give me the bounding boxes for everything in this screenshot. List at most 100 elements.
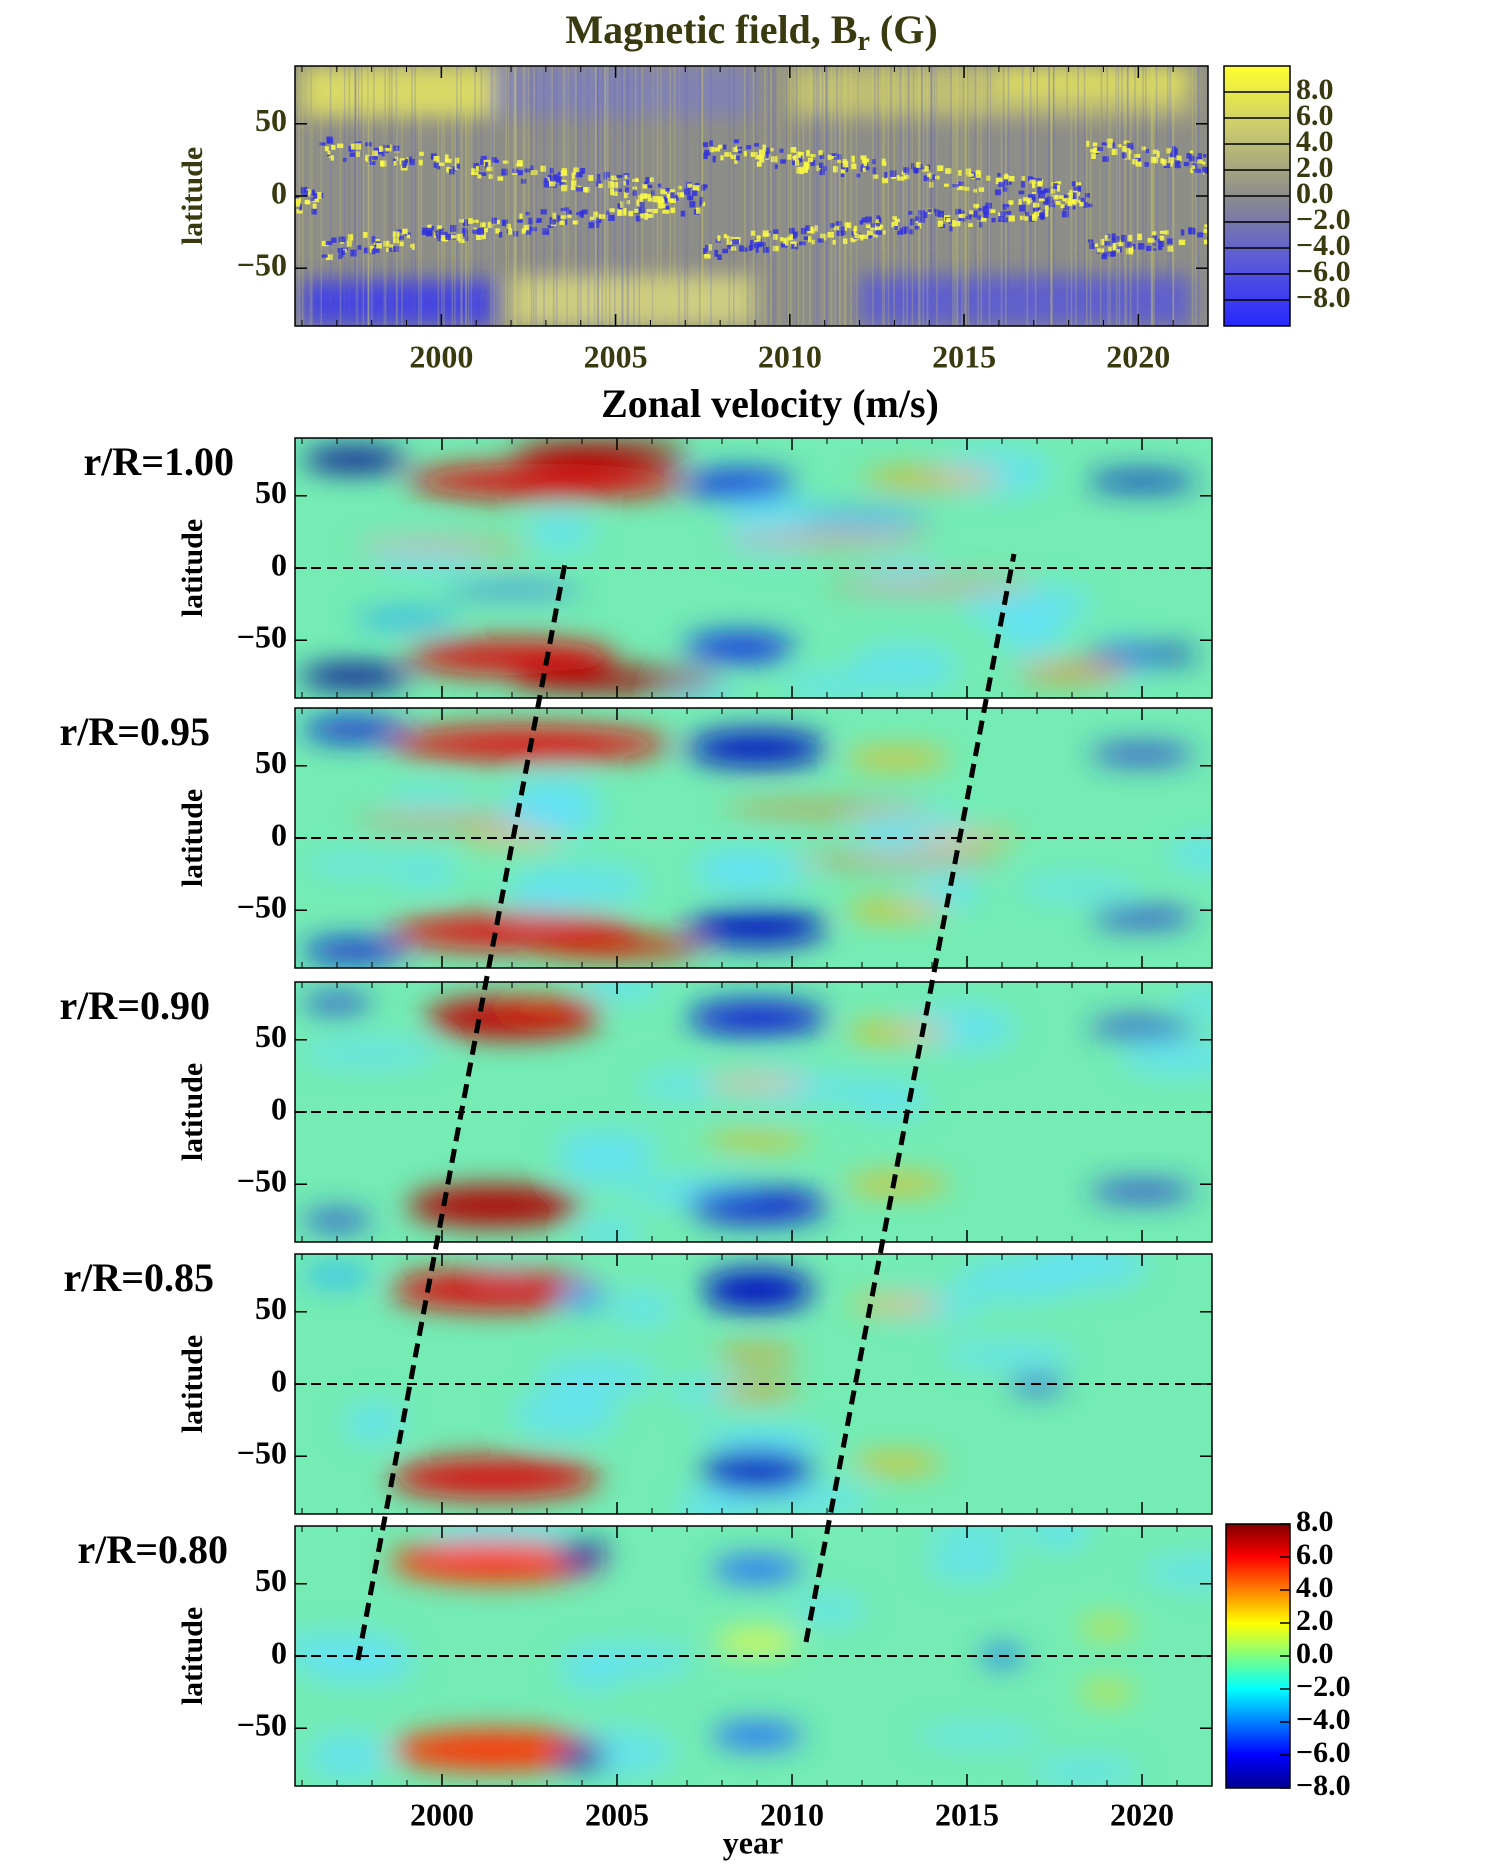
heatmap-speckle xyxy=(1132,158,1138,165)
heatmap-streak xyxy=(1083,66,1086,326)
heatmap-streak xyxy=(1115,66,1118,326)
heatmap-blob xyxy=(442,585,582,595)
heatmap-speckle xyxy=(560,179,567,184)
heatmap-speckle xyxy=(306,189,312,195)
heatmap-speckle xyxy=(483,227,488,233)
heatmap-speckle xyxy=(658,201,664,209)
heatmap-streak xyxy=(522,66,525,326)
heatmap-streak xyxy=(893,66,896,326)
heatmap-speckle xyxy=(798,155,803,163)
heatmap-speckle xyxy=(704,149,711,156)
heatmap-blob xyxy=(1086,472,1198,491)
heatmap-speckle xyxy=(1126,248,1134,255)
heatmap-streak xyxy=(490,66,492,326)
heatmap-speckle xyxy=(786,236,792,241)
heatmap-speckle xyxy=(1124,152,1131,160)
heatmap-speckle xyxy=(918,210,925,216)
heatmap-speckle xyxy=(1183,161,1190,167)
heatmap-speckle xyxy=(837,159,841,164)
panel-label: r/R=0.85 xyxy=(63,1255,214,1300)
heatmap-speckle xyxy=(1050,188,1056,194)
heatmap-speckle xyxy=(722,248,729,254)
heatmap-speckle xyxy=(1092,142,1098,147)
heatmap-speckle xyxy=(389,244,394,251)
heatmap-speckle xyxy=(621,210,627,216)
heatmap-blob xyxy=(676,1484,765,1514)
heatmap-speckle xyxy=(436,166,441,170)
heatmap-streak xyxy=(1115,66,1118,326)
heatmap-speckle xyxy=(754,155,762,160)
heatmap-speckle xyxy=(991,217,996,223)
heatmap-streak xyxy=(388,66,391,326)
heatmap-blob xyxy=(1089,908,1195,927)
heatmap-blob xyxy=(715,1632,799,1651)
heatmap-speckle xyxy=(497,176,504,181)
heatmap-streak xyxy=(491,66,494,326)
heatmap-speckle xyxy=(1034,212,1038,217)
heatmap-streak xyxy=(354,66,357,326)
heatmap-speckle xyxy=(433,162,440,168)
heatmap-speckle xyxy=(808,236,812,243)
heatmap-speckle xyxy=(1159,235,1165,241)
heatmap-speckle xyxy=(512,231,519,237)
heatmap-streak xyxy=(443,66,445,326)
heatmap-speckle xyxy=(448,168,455,175)
heatmap-streak xyxy=(348,66,351,326)
heatmap-speckle xyxy=(1028,215,1035,222)
heatmap-speckle xyxy=(512,168,519,174)
heatmap-speckle xyxy=(559,220,565,225)
heatmap-streak xyxy=(551,66,553,326)
heatmap-streak xyxy=(802,66,805,326)
heatmap-speckle xyxy=(1170,152,1176,158)
trend-line xyxy=(803,553,1017,1643)
heatmap-speckle xyxy=(994,189,1002,196)
heatmap-speckle xyxy=(464,236,469,241)
heatmap-blob xyxy=(1033,1254,1148,1290)
heatmap-field xyxy=(298,440,1198,698)
heatmap-speckle xyxy=(437,225,442,229)
heatmap-speckle xyxy=(506,223,511,229)
heatmap-blob xyxy=(760,1483,870,1514)
heatmap-blob xyxy=(781,672,873,698)
heatmap-speckle xyxy=(1162,159,1167,166)
y-tick-label: 0 xyxy=(271,816,287,852)
heatmap-blob xyxy=(711,1723,803,1747)
heatmap-speckle xyxy=(984,205,988,210)
heatmap-speckle xyxy=(1037,185,1042,193)
chart-title: Zonal velocity (m/s) xyxy=(601,381,939,426)
heatmap-speckle xyxy=(1077,185,1082,192)
heatmap-blob xyxy=(302,1267,372,1285)
heatmap-streak xyxy=(743,66,746,326)
heatmap-streak xyxy=(728,66,731,326)
heatmap-speckle xyxy=(765,151,769,159)
heatmap-speckle xyxy=(929,182,934,188)
heatmap-speckle xyxy=(759,155,765,163)
heatmap-blob xyxy=(302,939,407,963)
heatmap-streak xyxy=(669,66,672,326)
heatmap-speckle xyxy=(1145,148,1149,154)
x-tick-label: 2020 xyxy=(1106,338,1170,374)
heatmap-speckle xyxy=(1093,147,1100,153)
heatmap-streak xyxy=(383,66,386,326)
y-tick-label: 0 xyxy=(271,1634,287,1670)
heatmap-speckle xyxy=(897,230,904,235)
heatmap-speckle xyxy=(873,174,879,179)
heatmap-speckle xyxy=(833,226,840,231)
heatmap-streak xyxy=(733,66,735,326)
heatmap-streak xyxy=(962,66,965,326)
heatmap-speckle xyxy=(610,175,618,181)
heatmap-speckle xyxy=(597,183,604,188)
heatmap-streak xyxy=(391,66,393,326)
heatmap-speckle xyxy=(1085,193,1091,198)
heatmap-streak xyxy=(514,66,517,326)
heatmap-speckle xyxy=(642,184,648,189)
heatmap-speckle xyxy=(918,216,925,223)
heatmap-speckle xyxy=(1027,176,1033,182)
heatmap-speckle xyxy=(850,237,856,243)
heatmap-streak xyxy=(622,66,624,326)
heatmap-streak xyxy=(437,66,440,326)
heatmap-speckle xyxy=(903,175,910,180)
heatmap-speckle xyxy=(949,225,953,232)
heatmap-blob xyxy=(1031,1757,1140,1786)
heatmap-speckle xyxy=(1202,161,1206,165)
